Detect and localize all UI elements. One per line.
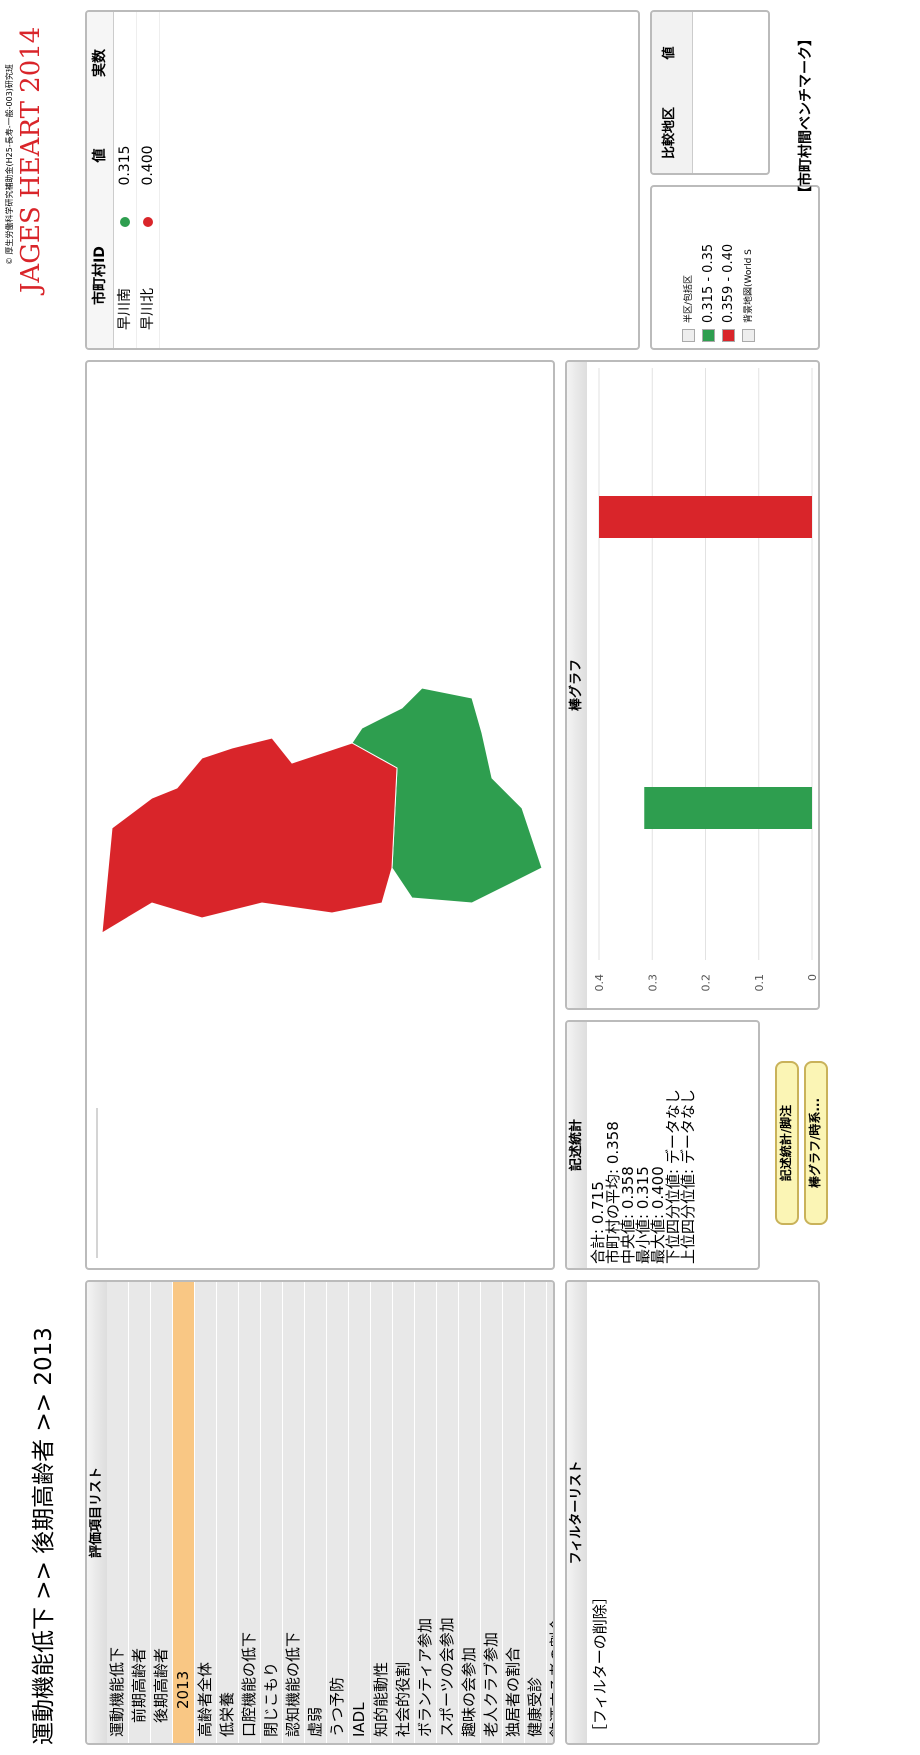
tree-item[interactable]: 口腔機能の低下 [239,1282,261,1743]
legend-label: 0.315 - 0.35 [701,243,716,323]
tree-item[interactable]: IADL [349,1282,371,1743]
column-header: 市町村ID [92,246,108,305]
tree-item[interactable]: 飲酒する者の割合 [547,1282,555,1743]
legend-panel: 半区/包括区 0.315 - 0.35 0.359 - 0.40 背景地図(World… [650,185,820,350]
bar [599,496,812,538]
compare-header: 比較地区値 [652,12,693,173]
tree-item[interactable]: 虚弱 [305,1282,327,1743]
map [96,687,543,1258]
cell: 0.315 [117,145,133,186]
map-panel [85,360,555,1270]
table-body: 早川南 0.315 早川北 0.400 [114,12,160,348]
panel-header: 評価項目リスト [87,1282,107,1743]
tree-item[interactable]: 後期高齢者 [151,1282,173,1743]
legend-item: 0.359 - 0.40 [721,187,742,342]
column-header: 値 [92,148,108,163]
stat-line: 上位四分位値: データなし [679,1089,697,1264]
filter-list: ［フィルターの削除］ [587,1282,612,1743]
filter-item[interactable]: ［フィルターの削除］ [591,1589,609,1739]
region[interactable] [351,687,543,904]
tree-item[interactable]: うつ予防 [327,1282,349,1743]
tree-item[interactable]: 老人クラブ参加 [481,1282,503,1743]
tree-item[interactable]: 認知機能の低下 [283,1282,305,1743]
panel-header: 棒グラフ [567,362,587,1008]
column-header: 実数 [92,49,108,77]
tree-item[interactable]: 低栄養 [217,1282,239,1743]
cell: 0.400 [140,145,156,186]
page-title: 運動機能低下 >> 後期高齢者 >> 2013 [31,1327,57,1745]
tree-item[interactable]: 独居者の割合 [503,1282,525,1743]
legend-swatch [742,329,755,342]
region[interactable] [101,737,398,934]
tree-item[interactable]: 2013 [173,1282,195,1743]
tree-panel: 評価項目リスト 運動機能低下 前期高齢者 後期高齢者 2013 高齢者全体 低栄養 口腔機能… [85,1280,555,1745]
brand: JAGES HEART 2014 [16,26,46,293]
color-dot [120,217,130,227]
bar-chart: 0 0.1 0.2 0.3 0.4 [593,368,819,992]
y-tick-label: 0.1 [753,974,766,992]
copyright: © 厚生労働科学研究補助金(H25-長寿-一般-003)研究班 [5,64,14,265]
table-header: 市町村ID 値 実数 [87,12,114,348]
legend-label: 半区/包括区 [684,274,694,323]
y-tick-label: 0.3 [646,974,659,992]
compare-panel: 比較地区値 [650,10,770,175]
tree-item[interactable]: 趣味の会参加 [459,1282,481,1743]
bar-panel: 棒グラフ 0 0.1 0.2 0.3 0.4 [565,360,820,1010]
panel-header: 記述統計 [567,1022,587,1268]
tree-item[interactable]: スポーツの会参加 [437,1282,459,1743]
y-tick-label: 0.4 [593,974,606,992]
table-row[interactable]: 早川北 0.400 [137,12,160,348]
tree-item[interactable]: 高齢者全体 [195,1282,217,1743]
legend-label: 0.359 - 0.40 [721,243,736,323]
bar [644,787,813,829]
tree-list: 運動機能低下 前期高齢者 後期高齢者 2013 高齢者全体 低栄養 口腔機能の低下 閉じこもり… [107,1282,555,1743]
legend-item: 背景地図(World S [742,187,762,342]
column-header: 値 [662,46,677,60]
filter-panel: フィルターリスト ［フィルターの削除］ [565,1280,820,1745]
tree-item[interactable]: 知的能動性 [371,1282,393,1743]
button[interactable]: 記述統計/脚注 [775,1061,799,1225]
y-tick-label: 0 [806,974,818,981]
tree-item[interactable]: 閉じこもり [261,1282,283,1743]
table-panel: 市町村ID 値 実数 早川南 0.315 早川北 0.400 [85,10,640,350]
tree-item[interactable]: ボランティア参加 [415,1282,437,1743]
tree-item[interactable]: 前期高齢者 [129,1282,151,1743]
legend-item: 0.315 - 0.35 [701,187,722,342]
legend-item: 半区/包括区 [682,187,702,342]
legend-swatch [702,329,715,342]
column-header: 比較地区 [662,107,677,160]
table-row[interactable]: 早川南 0.315 [114,12,137,348]
tree-item[interactable]: 運動機能低下 [107,1282,129,1743]
tree-item[interactable]: 健康受診 [525,1282,547,1743]
button[interactable]: 棒グラフ/時系... [804,1061,828,1225]
tree-item[interactable]: 社会的役割 [393,1282,415,1743]
panel-header: フィルターリスト [567,1282,587,1743]
stats-body: 合計: 0.715 市町村の平均: 0.358 中央値: 0.358 最小値: 0.3… [587,1022,697,1268]
legend-label: 背景地図(World S [744,249,754,323]
color-dot [143,217,153,227]
stats-panel: 記述統計 合計: 0.715 市町村の平均: 0.358 中央値: 0.358 最小値… [565,1020,760,1270]
legend-swatch [722,329,735,342]
footer-label: 【市町村間ベンチマーク】 [798,32,814,200]
legend: 半区/包括区 0.315 - 0.35 0.359 - 0.40 背景地図(World… [652,187,762,348]
legend-swatch [682,329,695,342]
y-tick-label: 0.2 [700,974,713,992]
